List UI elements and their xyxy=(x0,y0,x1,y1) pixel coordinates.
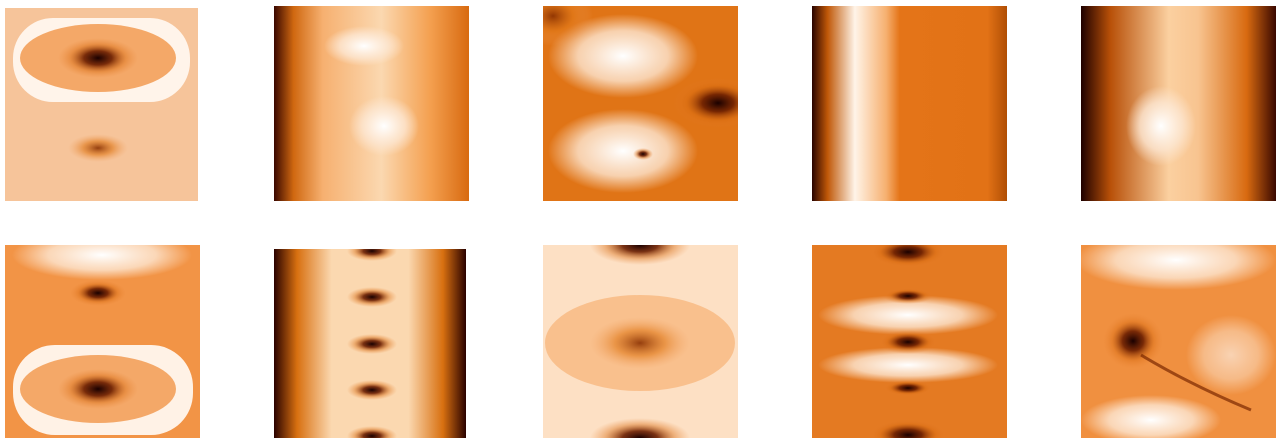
panel xyxy=(812,6,1007,201)
panel xyxy=(5,230,200,438)
panel xyxy=(5,8,198,201)
page xyxy=(0,0,1278,439)
panel xyxy=(1081,6,1276,201)
panel xyxy=(812,236,1007,439)
panel xyxy=(274,241,466,439)
panel xyxy=(543,225,738,439)
panel xyxy=(274,6,469,201)
panel xyxy=(513,0,763,201)
panel xyxy=(1076,230,1276,439)
image-grid xyxy=(0,0,1278,439)
